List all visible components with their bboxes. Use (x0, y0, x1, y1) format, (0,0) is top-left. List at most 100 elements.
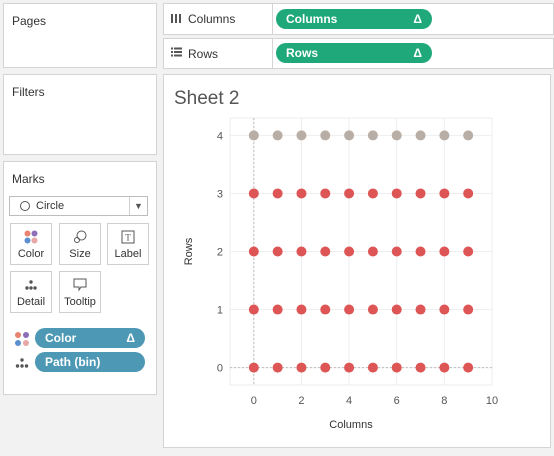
rows-shelf[interactable]: Rows Rows Δ (163, 38, 554, 69)
pages-title: Pages (12, 14, 47, 28)
data-point (344, 362, 355, 373)
columns-icon (170, 12, 182, 27)
filters-title: Filters (12, 85, 45, 99)
color-button[interactable]: Color (10, 223, 52, 265)
tooltip-button-label: Tooltip (64, 296, 96, 308)
mark-type-dropdown[interactable]: Circle ▼ (9, 196, 148, 216)
x-tick-label: 6 (394, 395, 400, 407)
x-tick-label: 2 (298, 395, 304, 407)
shelf-divider (272, 39, 273, 68)
y-tick-label: 1 (217, 305, 223, 317)
data-point (367, 362, 378, 373)
detail-dots-icon (14, 355, 30, 371)
size-icon (60, 230, 100, 244)
delta-icon: Δ (126, 331, 135, 345)
data-point (415, 188, 426, 199)
color-pill-label: Color (45, 331, 77, 345)
chart-ticks: 0 1 2 3 4 0 2 4 6 8 10 (217, 130, 498, 407)
data-point (367, 130, 378, 141)
data-point (367, 246, 378, 257)
data-point (296, 304, 307, 315)
data-point (344, 246, 355, 257)
sheet-view (163, 74, 551, 448)
size-button-label: Size (69, 248, 91, 260)
label-icon: T (108, 230, 148, 244)
data-point (344, 304, 355, 315)
filters-panel[interactable]: Filters (3, 74, 157, 155)
data-point (415, 362, 426, 373)
data-point (248, 130, 259, 141)
data-point (439, 188, 450, 199)
data-point (367, 188, 378, 199)
data-point (439, 246, 450, 257)
columns-shelf[interactable]: Columns Columns Δ (163, 3, 554, 35)
data-point (272, 246, 283, 257)
data-point (415, 304, 426, 315)
data-point (463, 362, 474, 373)
x-axis-title: Columns (329, 419, 373, 431)
columns-pill[interactable]: Columns Δ (276, 9, 432, 29)
circle-icon (20, 201, 30, 211)
rows-label: Rows (188, 46, 219, 61)
color-pill[interactable]: Color Δ (35, 328, 145, 348)
data-point (463, 304, 474, 315)
data-point (272, 362, 283, 373)
data-point (320, 246, 331, 257)
tooltip-button[interactable]: Tooltip (59, 271, 101, 313)
data-point (391, 130, 402, 141)
chart-grid (229, 117, 493, 386)
data-point (296, 246, 307, 257)
data-point (296, 188, 307, 199)
color-dots-icon (14, 331, 30, 347)
data-point (296, 130, 307, 141)
data-point (320, 362, 331, 373)
chart-points (248, 130, 474, 373)
pages-panel: Pages (3, 3, 157, 68)
path-bin-pill-label: Path (bin) (45, 355, 101, 369)
data-point (320, 304, 331, 315)
marks-title: Marks (12, 172, 45, 186)
data-point (439, 130, 450, 141)
svg-text:T: T (125, 233, 131, 243)
detail-dots-icon (11, 278, 51, 292)
data-point (463, 246, 474, 257)
y-tick-label: 2 (217, 247, 223, 259)
delta-icon: Δ (413, 12, 422, 26)
data-point (248, 362, 259, 373)
columns-label: Columns (188, 12, 236, 26)
data-point (248, 188, 259, 199)
data-point (272, 188, 283, 199)
rows-shelf-label: Rows (170, 39, 270, 68)
y-tick-label: 4 (217, 130, 223, 142)
color-button-label: Color (17, 248, 45, 260)
data-point (367, 304, 378, 315)
data-point (320, 130, 331, 141)
data-point (272, 130, 283, 141)
data-point (391, 188, 402, 199)
detail-button[interactable]: Detail (10, 271, 52, 313)
rows-pill[interactable]: Rows Δ (276, 43, 432, 63)
data-point (463, 188, 474, 199)
size-button[interactable]: Size (59, 223, 101, 265)
rows-pill-label: Rows (286, 46, 319, 60)
data-point (344, 188, 355, 199)
detail-button-label: Detail (16, 296, 46, 308)
data-point (344, 130, 355, 141)
tooltip-icon (60, 278, 100, 292)
data-point (463, 130, 474, 141)
chevron-down-icon[interactable]: ▼ (129, 197, 147, 215)
data-point (296, 362, 307, 373)
label-button[interactable]: T Label (107, 223, 149, 265)
data-point (415, 130, 426, 141)
data-point (415, 246, 426, 257)
label-button-label: Label (114, 248, 142, 260)
data-point (439, 362, 450, 373)
y-tick-label: 0 (217, 363, 223, 375)
data-point (248, 304, 259, 315)
path-bin-pill[interactable]: Path (bin) (35, 352, 145, 372)
x-tick-label: 4 (346, 395, 352, 407)
data-point (391, 304, 402, 315)
data-point (391, 246, 402, 257)
sheet-title: Sheet 2 (174, 88, 240, 109)
